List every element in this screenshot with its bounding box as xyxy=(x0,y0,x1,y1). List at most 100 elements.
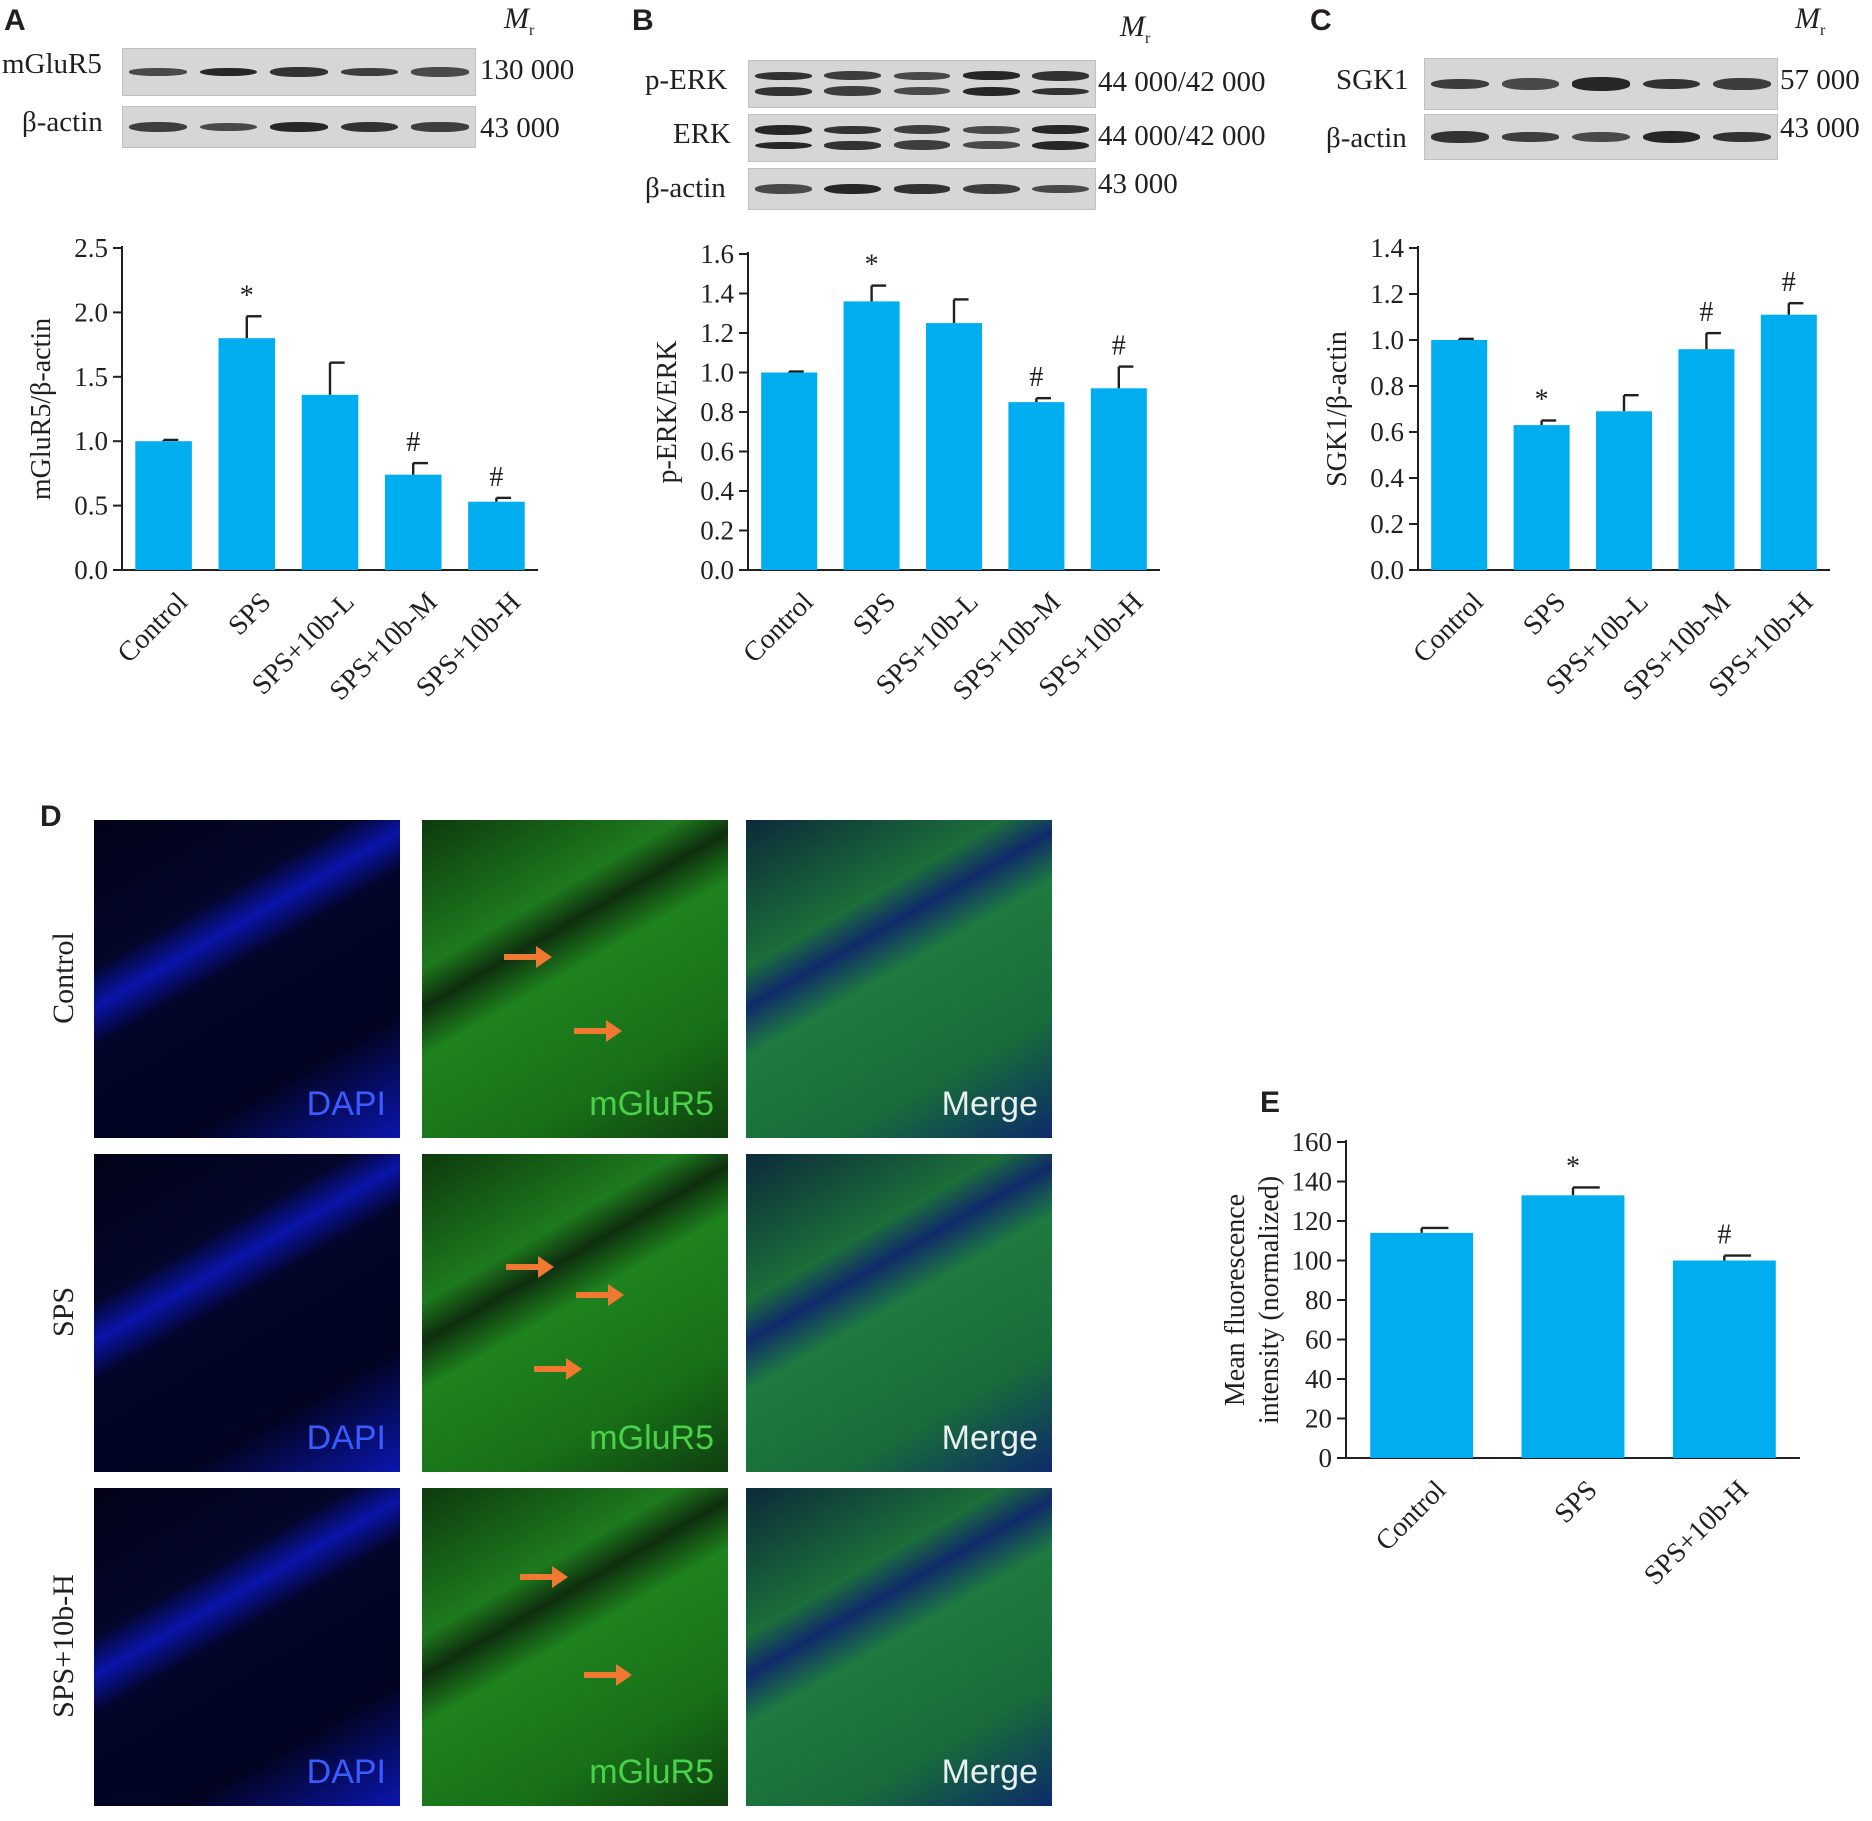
blot-band xyxy=(755,124,812,135)
y-tick-label: 1.0 xyxy=(74,426,108,456)
blot-label-mglur5: mGluR5 xyxy=(2,48,102,80)
panel-letter-b: B xyxy=(632,4,654,37)
bar xyxy=(1431,340,1488,570)
arrow-shape xyxy=(520,1566,568,1588)
blot-band xyxy=(199,67,258,77)
blot-band xyxy=(129,68,188,76)
micrograph-mglur5: mGluR5 xyxy=(422,820,728,1138)
blot-band xyxy=(270,122,328,132)
bar xyxy=(1370,1232,1474,1458)
arrow-icon xyxy=(584,1664,632,1686)
panel-letter-e: E xyxy=(1260,1086,1281,1119)
y-tick-label: 0.4 xyxy=(700,476,734,506)
blot-mw-actin-b: 43 000 xyxy=(1098,168,1178,200)
arrow-icon xyxy=(504,946,552,968)
blot-band xyxy=(1032,140,1089,150)
mr-label-c: Mr xyxy=(1795,2,1825,40)
western-blot-sgk1 xyxy=(1424,58,1778,110)
western-blot-mglur5 xyxy=(122,48,476,96)
micrograph-merge: Merge xyxy=(746,1488,1052,1806)
row-label: Control xyxy=(47,932,80,1024)
y-tick-label: 0 xyxy=(1319,1443,1333,1473)
arrow-icon xyxy=(534,1358,582,1380)
x-tick-label: Control xyxy=(737,586,820,669)
x-tick-label: SPS xyxy=(1517,587,1572,642)
western-blot-actin-b xyxy=(748,168,1096,210)
y-tick-label: 40 xyxy=(1305,1364,1332,1394)
arrow-shape xyxy=(534,1358,582,1380)
western-blot-erk xyxy=(748,114,1096,162)
mr-text: M xyxy=(504,2,529,35)
arrow-shape xyxy=(576,1284,624,1306)
arrow-shape xyxy=(504,946,552,968)
bar xyxy=(218,338,276,570)
blot-band xyxy=(962,86,1020,96)
x-tick-label: Control xyxy=(1370,1474,1453,1557)
blot-band xyxy=(199,122,258,132)
bar xyxy=(1672,1260,1776,1458)
micrograph-dapi: DAPI xyxy=(94,820,400,1138)
bar xyxy=(925,323,983,570)
y-axis-label: Mean fluorescence xyxy=(1220,1194,1251,1406)
blot-mw-actin-c: 43 000 xyxy=(1780,112,1860,144)
y-tick-label: 2.0 xyxy=(74,297,108,327)
blot-band xyxy=(1032,70,1089,81)
x-tick-label: SPS xyxy=(1549,1475,1604,1530)
channel-caption: DAPI xyxy=(306,1085,386,1123)
bar xyxy=(301,394,359,570)
blot-band xyxy=(410,67,469,77)
blot-band xyxy=(824,140,882,150)
blot-label-actin-c: β-actin xyxy=(1326,122,1407,154)
blot-band xyxy=(1712,131,1771,142)
blot-mw-erk: 44 000/42 000 xyxy=(1098,120,1266,152)
bar-chart-e: 0 20 40 60 80 100 120 140 160 Mean fluorescence in… xyxy=(1220,1127,1800,1591)
significance-marker: # xyxy=(406,427,420,458)
y-axis-label: SGK1/β-actin xyxy=(1322,331,1353,487)
arrow-shape xyxy=(506,1256,554,1278)
blot-band xyxy=(893,87,951,96)
blot-mw-sgk1: 57 000 xyxy=(1780,64,1860,96)
panel-letter-d: D xyxy=(40,800,62,833)
blot-band xyxy=(1032,184,1089,194)
bar xyxy=(1090,388,1147,570)
significance-marker: # xyxy=(1782,267,1796,298)
y-tick-label: 0.0 xyxy=(700,555,734,585)
bar xyxy=(843,301,900,570)
significance-marker: * xyxy=(1566,1151,1580,1182)
blot-band xyxy=(893,140,951,151)
arrow-icon xyxy=(574,1020,622,1042)
bar xyxy=(135,441,192,570)
blot-label-actin-a: β-actin xyxy=(22,106,103,138)
y-tick-label: 160 xyxy=(1292,1127,1333,1157)
significance-marker: * xyxy=(865,250,879,281)
blot-band xyxy=(893,125,951,135)
channel-caption: Merge xyxy=(941,1753,1038,1791)
bar xyxy=(1008,402,1065,570)
blot-band xyxy=(962,71,1020,81)
blot-band xyxy=(824,71,882,81)
mr-text: M xyxy=(1795,2,1820,35)
blot-band xyxy=(962,141,1020,150)
y-tick-label: 2.5 xyxy=(74,233,108,263)
blot-band xyxy=(893,184,951,194)
blot-band xyxy=(824,86,882,97)
channel-caption: Merge xyxy=(941,1419,1038,1457)
y-tick-label: 1.5 xyxy=(74,362,108,392)
blot-band xyxy=(755,86,812,96)
y-tick-label: 0.6 xyxy=(700,437,734,467)
y-tick-label: 100 xyxy=(1292,1246,1333,1276)
western-blot-actin-c xyxy=(1424,114,1778,160)
arrow-shape xyxy=(584,1664,632,1686)
channel-caption: mGluR5 xyxy=(589,1085,714,1123)
blot-band xyxy=(1572,131,1630,143)
blot-label-actin-b: β-actin xyxy=(645,172,726,204)
bar xyxy=(1678,349,1735,570)
y-tick-label: 0.2 xyxy=(700,516,734,546)
y-tick-label: 1.0 xyxy=(1370,325,1404,355)
panel-letter-a: A xyxy=(4,4,26,37)
x-tick-label: Control xyxy=(112,586,195,669)
micrograph-dapi: DAPI xyxy=(94,1154,400,1472)
significance-marker: * xyxy=(1535,385,1549,416)
bar xyxy=(1595,411,1653,570)
bar xyxy=(1760,314,1817,570)
